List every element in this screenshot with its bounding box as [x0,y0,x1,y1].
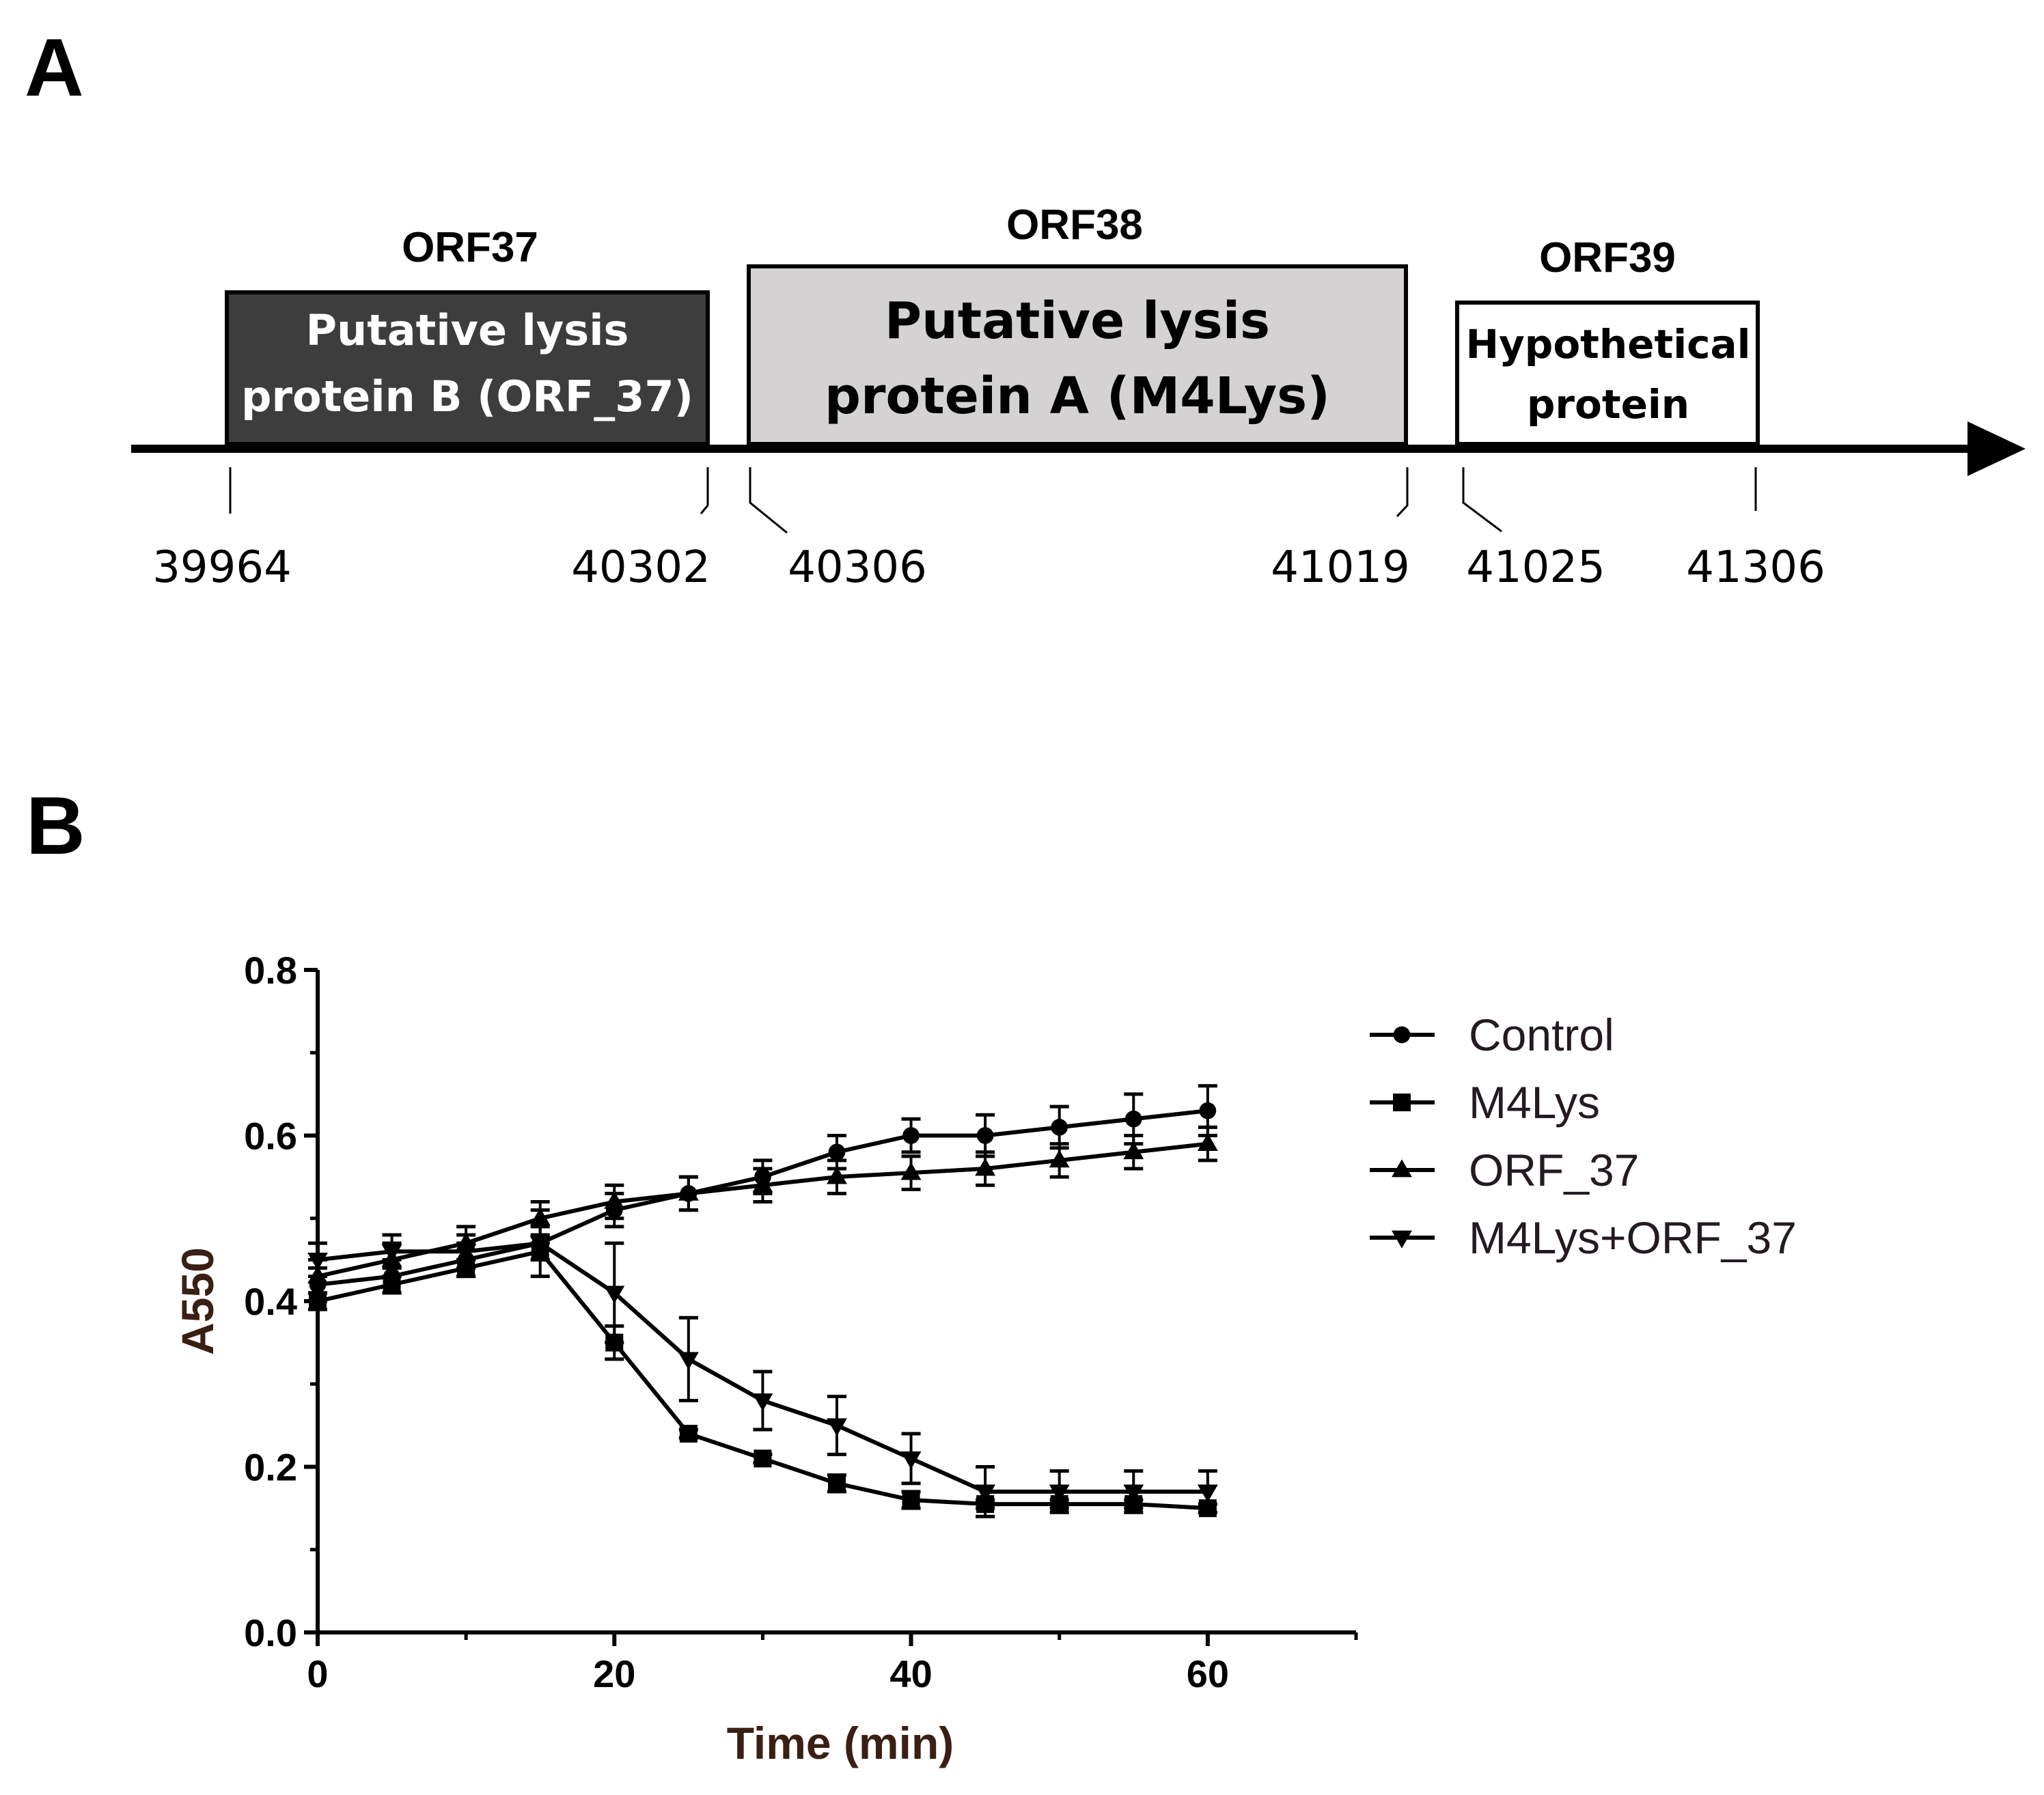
data-point-m4lys-orf-37 [456,1244,477,1262]
data-point-control [976,1127,994,1144]
gene-orf39-start-tick [1462,467,1502,533]
panel-a-letter: A [25,22,84,113]
data-point-m4lys-orf-37 [529,1236,551,1254]
gene-orf38-label-line2: protein A (M4Lys) [825,367,1330,426]
data-point-control [1199,1102,1217,1119]
legend-item-m4lys: M4Lys [1370,1077,1600,1128]
data-point-control [828,1143,846,1161]
data-point-m4lys-orf-37 [827,1418,847,1436]
gene-orf37-title: ORF37 [402,224,538,271]
y-tick-label: 0.0 [244,1611,297,1654]
x-tick-label: 0 [307,1652,328,1695]
x-tick-label: 40 [889,1652,932,1695]
data-point-orf-37 [827,1166,847,1184]
legend-marker [1393,1094,1411,1111]
gene-orf39-label-line2: protein [1527,381,1689,428]
data-point-m4lys-orf-37 [975,1484,996,1503]
series-m4lys-orf-37 [307,1208,1218,1518]
gene-orf39-end: 41306 [1686,542,1825,593]
gene-orf38-title: ORF38 [1006,201,1143,249]
series-orf-37 [307,1125,1218,1295]
legend-marker [1392,1159,1412,1178]
data-point-orf-37 [752,1174,773,1193]
y-tick-label: 0.2 [244,1446,297,1489]
data-point-m4lys [309,1292,327,1310]
gene-orf38-end: 41019 [1271,542,1410,593]
data-point-m4lys-orf-37 [900,1451,922,1469]
data-point-m4lys [383,1275,401,1294]
data-point-orf-37 [1123,1141,1144,1160]
gene-orf37-end: 40302 [571,542,710,593]
x-tick-label: 20 [593,1652,635,1695]
gene-orf38: ORF38 Putative lysis protein A (M4Lys) 4… [747,201,1410,593]
data-point-orf-37 [900,1162,922,1180]
data-point-m4lys-orf-37 [678,1352,699,1370]
legend-label: M4Lys [1469,1077,1600,1128]
genome-axis-arrow-icon [1967,421,2026,476]
gene-orf37: ORF37 Putative lysis protein B (ORF_37) … [152,224,710,593]
gene-orf39: ORF39 Hypothetical protein 41025 41306 [1455,234,1825,593]
data-point-orf-37 [1197,1133,1218,1152]
x-tick-label: 60 [1187,1652,1229,1695]
legend-item-control: Control [1370,1010,1614,1060]
legend-label: Control [1469,1010,1614,1060]
data-point-orf-37 [975,1158,996,1176]
gene-orf37-label-line1: Putative lysis [306,305,629,355]
gene-orf37-start: 39964 [152,542,292,593]
legend-marker [1393,1026,1411,1044]
data-point-m4lys [828,1474,846,1492]
data-point-m4lys [679,1425,698,1443]
y-axis-title: A550 [172,1247,223,1355]
data-point-m4lys [754,1449,772,1468]
gene-orf37-label-line2: protein B (ORF_37) [241,372,693,421]
gene-orf38-label-line1: Putative lysis [885,292,1270,350]
data-point-m4lys-orf-37 [752,1393,773,1412]
line-chart: 0.0 0.2 0.4 0.6 0.8 0 20 40 60 Time (min) A550 [172,949,1358,1768]
gene-orf39-start: 41025 [1466,542,1605,593]
data-point-m4lys-orf-37 [1049,1484,1070,1503]
gene-orf37-box [225,290,710,446]
data-point-m4lys [902,1491,920,1509]
gene-orf38-start-tick [749,467,788,534]
chart-legend: Control M4Lys ORF_37 M4Lys+ORF_37 [1370,1010,1797,1263]
data-point-m4lys-orf-37 [307,1252,328,1270]
y-tick-label: 0.4 [244,1280,297,1323]
data-point-m4lys-orf-37 [1197,1484,1218,1503]
y-tick-label: 0.8 [244,949,297,992]
panel-b-letter: B [26,780,85,872]
data-point-control [1124,1110,1142,1128]
data-point-orf-37 [604,1191,625,1209]
data-point-orf-37 [678,1182,699,1201]
panel-b: B 0.0 0.2 0.4 0.6 0.8 0 20 40 60 Time (min) A550 C… [26,780,1797,1768]
gene-orf37-end-tick [700,467,709,514]
gene-orf39-label-line1: Hypothetical [1465,321,1750,367]
gene-orf38-box [747,264,1408,446]
gene-orf38-start: 40306 [788,542,927,593]
legend-label: M4Lys+ORF_37 [1469,1212,1797,1263]
data-point-orf-37 [1049,1150,1070,1168]
data-point-m4lys-orf-37 [604,1285,625,1304]
data-point-m4lys-orf-37 [381,1244,402,1262]
panel-a: A ORF37 Putative lysis protein B (ORF_37… [25,22,2026,593]
gene-orf38-end-tick [1396,467,1409,518]
gene-orf39-title: ORF39 [1539,234,1676,281]
legend-item-m4lys-orf-37: M4Lys+ORF_37 [1370,1212,1797,1263]
gene-orf39-box [1455,301,1760,446]
legend-item-orf-37: ORF_37 [1370,1145,1639,1195]
legend-label: ORF_37 [1469,1145,1639,1195]
data-point-control [1051,1119,1068,1136]
data-point-control [902,1127,920,1144]
x-axis-title: Time (min) [727,1718,954,1768]
y-tick-label: 0.6 [244,1115,297,1158]
legend-marker [1392,1230,1412,1249]
data-point-m4lys-orf-37 [1123,1484,1144,1503]
